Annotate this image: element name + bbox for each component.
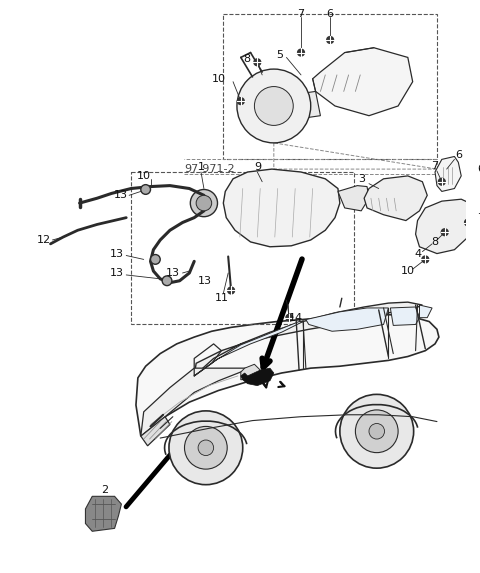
Text: 8: 8 bbox=[243, 54, 251, 64]
Polygon shape bbox=[420, 305, 432, 317]
Polygon shape bbox=[194, 321, 303, 376]
Circle shape bbox=[238, 98, 244, 104]
Circle shape bbox=[254, 87, 293, 125]
Polygon shape bbox=[364, 176, 427, 221]
Circle shape bbox=[228, 287, 235, 294]
Polygon shape bbox=[85, 496, 121, 531]
Polygon shape bbox=[241, 368, 274, 386]
Text: 8: 8 bbox=[432, 237, 439, 247]
Text: 2: 2 bbox=[101, 485, 108, 494]
Circle shape bbox=[141, 185, 151, 194]
Circle shape bbox=[196, 195, 212, 211]
Bar bbox=[131, 172, 354, 324]
Polygon shape bbox=[141, 417, 170, 446]
Polygon shape bbox=[141, 368, 251, 436]
Polygon shape bbox=[274, 92, 321, 120]
Text: 13: 13 bbox=[166, 268, 180, 278]
Circle shape bbox=[441, 229, 448, 236]
Text: 9: 9 bbox=[254, 162, 261, 172]
Text: 3: 3 bbox=[358, 174, 365, 184]
Text: 13: 13 bbox=[110, 249, 124, 258]
Text: 5: 5 bbox=[276, 49, 284, 60]
Text: 13: 13 bbox=[198, 276, 212, 286]
Text: 6: 6 bbox=[327, 9, 334, 19]
Circle shape bbox=[162, 276, 172, 285]
Circle shape bbox=[237, 69, 311, 143]
Text: 10: 10 bbox=[401, 266, 415, 276]
Polygon shape bbox=[416, 199, 476, 254]
Polygon shape bbox=[241, 364, 260, 380]
Text: 1: 1 bbox=[197, 162, 204, 172]
Text: 10: 10 bbox=[137, 171, 151, 181]
Circle shape bbox=[369, 423, 384, 439]
Circle shape bbox=[355, 410, 398, 453]
Polygon shape bbox=[435, 156, 461, 191]
Polygon shape bbox=[312, 48, 413, 116]
Text: 6: 6 bbox=[455, 150, 462, 159]
Circle shape bbox=[327, 37, 334, 44]
Text: 4: 4 bbox=[414, 249, 421, 258]
Circle shape bbox=[169, 411, 243, 485]
Polygon shape bbox=[223, 169, 340, 247]
Text: 7: 7 bbox=[298, 9, 305, 19]
Polygon shape bbox=[390, 307, 420, 325]
Polygon shape bbox=[338, 186, 369, 211]
Text: 11: 11 bbox=[215, 293, 228, 303]
Text: 12: 12 bbox=[36, 235, 50, 245]
Circle shape bbox=[198, 440, 214, 456]
Polygon shape bbox=[194, 302, 422, 376]
Polygon shape bbox=[306, 308, 388, 331]
Circle shape bbox=[298, 49, 304, 56]
Circle shape bbox=[184, 426, 227, 469]
Text: 14: 14 bbox=[289, 313, 303, 323]
Circle shape bbox=[438, 178, 445, 185]
Text: 6: 6 bbox=[477, 164, 480, 174]
Text: 97-971-2: 97-971-2 bbox=[184, 164, 235, 174]
Bar bbox=[223, 14, 437, 159]
Text: 13: 13 bbox=[114, 190, 128, 201]
Circle shape bbox=[465, 219, 471, 226]
Circle shape bbox=[422, 256, 429, 263]
Circle shape bbox=[254, 59, 261, 66]
Text: 10: 10 bbox=[212, 74, 226, 84]
Text: 7: 7 bbox=[432, 161, 439, 171]
Circle shape bbox=[340, 394, 414, 468]
Text: 13: 13 bbox=[110, 268, 124, 278]
Polygon shape bbox=[136, 315, 439, 436]
Circle shape bbox=[190, 190, 217, 217]
Circle shape bbox=[286, 314, 293, 321]
Text: 7: 7 bbox=[477, 213, 480, 223]
Circle shape bbox=[151, 254, 160, 264]
